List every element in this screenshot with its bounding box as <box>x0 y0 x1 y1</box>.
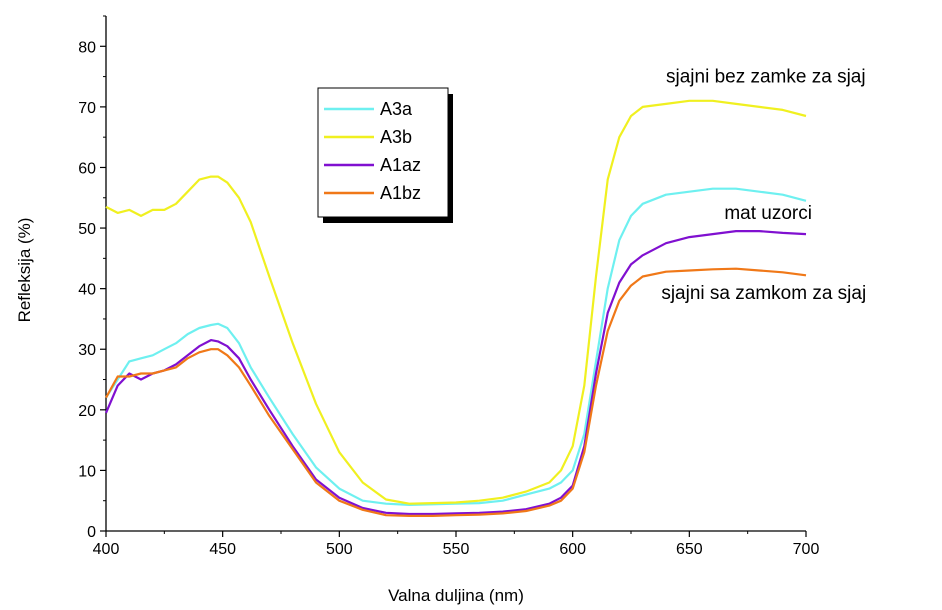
legend-label: A3a <box>380 99 413 119</box>
x-tick-label: 700 <box>793 541 820 558</box>
x-tick-label: 650 <box>676 541 703 558</box>
x-axis-label: Valna duljina (nm) <box>388 586 524 605</box>
y-tick-label: 20 <box>78 403 96 420</box>
series-layer <box>104 99 807 517</box>
y-tick-label: 40 <box>78 282 96 299</box>
y-tick-label: 70 <box>78 100 96 117</box>
series-line-a3a <box>105 187 807 506</box>
y-tick-label: 10 <box>78 463 96 480</box>
annotation-label: sjajni bez zamke za sjaj <box>666 67 866 88</box>
legend-label: A3b <box>380 127 412 147</box>
series-line-a3b <box>105 99 807 505</box>
y-tick-label: 80 <box>78 39 96 56</box>
y-tick-label: 0 <box>87 524 96 541</box>
x-tick-label: 600 <box>559 541 586 558</box>
annotations: sjajni bez zamke za sjaj mat uzorci sjajni… <box>661 67 866 304</box>
x-tick-label: 500 <box>326 541 353 558</box>
x-tick-label: 400 <box>93 541 120 558</box>
y-tick-label: 50 <box>78 221 96 238</box>
y-tick-label: 60 <box>78 160 96 177</box>
series-line-a1az <box>104 230 807 516</box>
series-line-a1bz <box>105 267 807 517</box>
legend-label: A1az <box>380 155 421 175</box>
x-tick-label: 450 <box>209 541 236 558</box>
x-tick-label: 550 <box>443 541 470 558</box>
legend-label: A1bz <box>380 183 421 203</box>
axes: 400 450 500 550 600 650 700 0 10 20 30 40 50 60 70 80 <box>78 15 820 558</box>
y-axis-label: Refleksija (%) <box>15 218 34 323</box>
annotation-label: mat uzorci <box>724 203 812 224</box>
y-tick-label: 30 <box>78 342 96 359</box>
annotation-label: sjajni sa zamkom za sjaj <box>661 283 866 304</box>
legend: A3a A3b A1az A1bz <box>317 87 453 223</box>
